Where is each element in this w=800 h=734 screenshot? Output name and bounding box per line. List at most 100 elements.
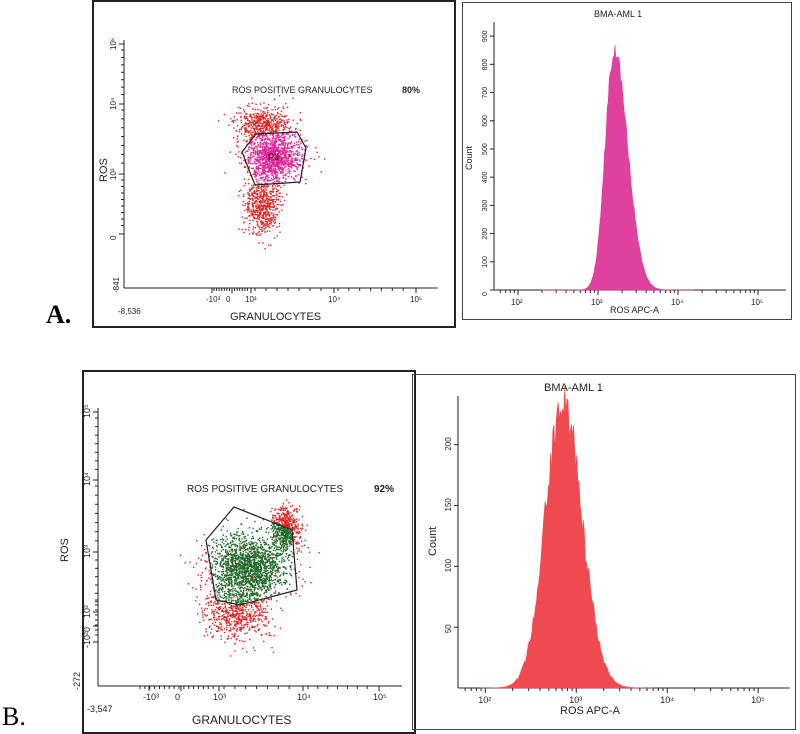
event-dot xyxy=(222,607,225,609)
event-dot xyxy=(280,607,282,609)
event-dot xyxy=(235,537,238,540)
event-dot xyxy=(271,217,273,219)
event-dot xyxy=(268,161,271,163)
event-dot xyxy=(277,160,279,163)
event-dot xyxy=(290,145,292,148)
event-dot xyxy=(264,153,266,155)
event-dot xyxy=(267,223,269,225)
event-dot xyxy=(282,106,284,108)
event-dot xyxy=(255,145,257,148)
event-dot xyxy=(218,602,220,604)
event-dot xyxy=(274,155,277,157)
event-dot xyxy=(259,210,262,212)
event-dot xyxy=(286,122,289,124)
event-dot xyxy=(266,576,268,578)
event-dot xyxy=(275,124,277,126)
event-dot xyxy=(265,221,267,223)
event-dot xyxy=(255,121,257,123)
event-dot xyxy=(249,590,252,592)
event-dot xyxy=(257,168,259,170)
event-dot xyxy=(277,568,280,570)
event-dot xyxy=(282,149,284,151)
event-dot xyxy=(225,563,227,565)
event-dot xyxy=(276,175,278,177)
event-dot xyxy=(265,616,268,618)
event-dot xyxy=(267,567,270,570)
event-dot xyxy=(200,588,202,591)
event-dot xyxy=(213,616,216,619)
event-dot xyxy=(228,607,230,609)
event-dot xyxy=(256,125,258,127)
event-dot xyxy=(285,124,287,126)
event-dot xyxy=(220,638,222,640)
event-dot xyxy=(256,116,258,119)
event-dot xyxy=(280,147,282,149)
event-dot xyxy=(257,116,259,119)
event-dot xyxy=(275,157,278,159)
event-dot xyxy=(245,606,247,609)
event-dot xyxy=(264,162,266,164)
event-dot xyxy=(288,118,290,121)
event-dot xyxy=(273,216,275,218)
event-dot xyxy=(267,160,269,162)
event-dot xyxy=(222,571,224,573)
event-dot xyxy=(274,170,276,172)
event-dot xyxy=(266,139,269,141)
event-dot xyxy=(257,187,259,189)
event-dot xyxy=(285,149,288,152)
event-dot xyxy=(307,547,309,549)
event-dot xyxy=(274,115,276,117)
event-dot xyxy=(267,109,269,112)
event-dot xyxy=(275,545,277,547)
event-dot xyxy=(284,161,286,163)
event-dot xyxy=(231,565,233,567)
event-dot xyxy=(269,162,271,164)
event-dot xyxy=(264,158,266,160)
event-dot xyxy=(234,538,236,540)
event-dot xyxy=(286,537,289,539)
event-dot xyxy=(262,552,264,554)
event-dot xyxy=(274,221,277,223)
event-dot xyxy=(271,127,273,129)
event-dot xyxy=(263,222,265,225)
event-dot xyxy=(292,515,294,517)
event-dot xyxy=(234,533,236,536)
event-dot xyxy=(260,562,262,564)
event-dot xyxy=(260,153,263,155)
event-dot xyxy=(256,224,259,226)
event-dot xyxy=(255,218,258,220)
event-dot xyxy=(279,136,281,138)
event-dot xyxy=(285,540,287,542)
event-dot xyxy=(250,550,252,553)
event-dot xyxy=(250,115,252,117)
event-dot xyxy=(278,126,280,128)
event-dot xyxy=(272,164,274,166)
event-dot xyxy=(195,600,197,602)
event-dot xyxy=(262,168,264,170)
event-dot xyxy=(237,607,239,609)
event-dot xyxy=(244,559,246,562)
event-dot xyxy=(285,580,288,582)
event-dot xyxy=(282,204,284,206)
event-dot xyxy=(234,625,236,627)
event-dot xyxy=(238,584,240,586)
event-dot xyxy=(258,609,261,611)
event-dot xyxy=(246,556,248,558)
event-dot xyxy=(262,225,265,227)
event-dot xyxy=(270,216,272,219)
event-dot xyxy=(231,120,233,122)
event-dot xyxy=(271,206,274,208)
event-dot xyxy=(253,190,256,192)
event-dot xyxy=(273,566,275,568)
event-dot xyxy=(240,558,243,560)
event-dot xyxy=(227,621,230,623)
event-dot xyxy=(273,237,276,239)
event-dot xyxy=(265,224,267,226)
event-dot xyxy=(259,228,261,230)
event-dot xyxy=(226,624,228,626)
event-dot xyxy=(282,168,284,170)
event-dot xyxy=(268,157,271,160)
event-dot xyxy=(268,122,270,125)
event-dot xyxy=(235,625,237,627)
event-dot xyxy=(258,564,260,566)
